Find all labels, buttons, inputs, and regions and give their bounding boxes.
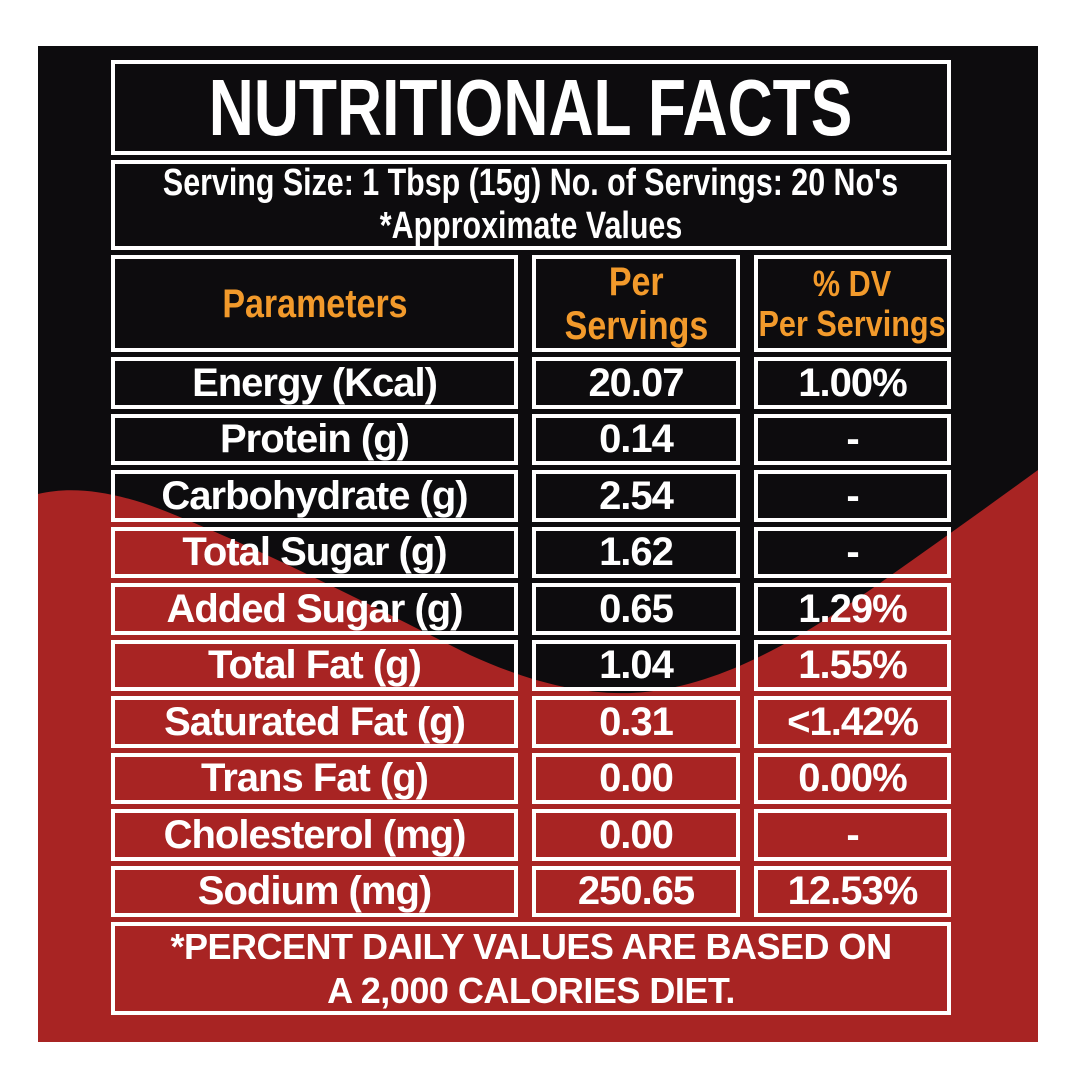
serving-size-text: Serving Size: 1 Tbsp (15g) No. of Servin… — [163, 162, 899, 205]
row-dv-cell: 0.00% — [754, 752, 951, 804]
footnote-box: *PERCENT DAILY VALUES ARE BASED ON A 2,0… — [111, 922, 951, 1015]
page-title: NUTRITIONAL FACTS — [209, 62, 853, 152]
row-per-serving-cell: 1.04 — [532, 639, 740, 691]
row-dv-cell: - — [754, 470, 951, 522]
approximate-values-text: *Approximate Values — [379, 205, 683, 247]
row-dv-cell: <1.42% — [754, 696, 951, 748]
row-dv-cell: 12.53% — [754, 865, 951, 917]
header-dv-per-servings-label: Per Servings — [758, 302, 947, 344]
row-parameter-cell: Carbohydrate (g) — [111, 470, 518, 522]
row-parameter-cell: Cholesterol (mg) — [111, 809, 518, 861]
header-per-label: Per — [608, 259, 664, 304]
row-parameter-cell: Trans Fat (g) — [111, 752, 518, 804]
row-parameter-cell: Saturated Fat (g) — [111, 696, 518, 748]
row-parameter-cell: Total Sugar (g) — [111, 526, 518, 578]
row-per-serving-cell: 0.65 — [532, 583, 740, 635]
row-parameter-cell: Protein (g) — [111, 413, 518, 465]
row-parameter-cell: Sodium (mg) — [111, 865, 518, 917]
row-per-serving-cell: 1.62 — [532, 526, 740, 578]
row-parameter-cell: Energy (Kcal) — [111, 357, 518, 409]
header-dv-label: % DV — [813, 262, 892, 304]
facts-table: NUTRITIONAL FACTS Serving Size: 1 Tbsp (… — [111, 60, 951, 1017]
serving-info-box: Serving Size: 1 Tbsp (15g) No. of Servin… — [111, 160, 951, 250]
footnote-line2: A 2,000 CALORIES DIET. — [327, 969, 735, 1011]
row-per-serving-cell: 2.54 — [532, 470, 740, 522]
title-box: NUTRITIONAL FACTS — [111, 60, 951, 155]
row-parameter-cell: Added Sugar (g) — [111, 583, 518, 635]
footnote-line1: *PERCENT DAILY VALUES ARE BASED ON — [170, 925, 892, 967]
row-per-serving-cell: 20.07 — [532, 357, 740, 409]
row-dv-cell: 1.55% — [754, 639, 951, 691]
row-dv-cell: - — [754, 809, 951, 861]
row-per-serving-cell: 0.00 — [532, 809, 740, 861]
row-per-serving-cell: 0.00 — [532, 752, 740, 804]
row-dv-cell: 1.00% — [754, 357, 951, 409]
column-header-per-servings: Per Servings — [532, 255, 740, 352]
row-per-serving-cell: 0.14 — [532, 413, 740, 465]
row-dv-cell: - — [754, 413, 951, 465]
column-header-parameters: Parameters — [111, 255, 518, 352]
header-servings-label: Servings — [564, 303, 708, 348]
row-dv-cell: 1.29% — [754, 583, 951, 635]
row-per-serving-cell: 250.65 — [532, 865, 740, 917]
row-parameter-cell: Total Fat (g) — [111, 639, 518, 691]
header-parameters-label: Parameters — [221, 281, 408, 326]
row-per-serving-cell: 0.31 — [532, 696, 740, 748]
row-dv-cell: - — [754, 526, 951, 578]
column-header-dv: % DV Per Servings — [754, 255, 951, 352]
